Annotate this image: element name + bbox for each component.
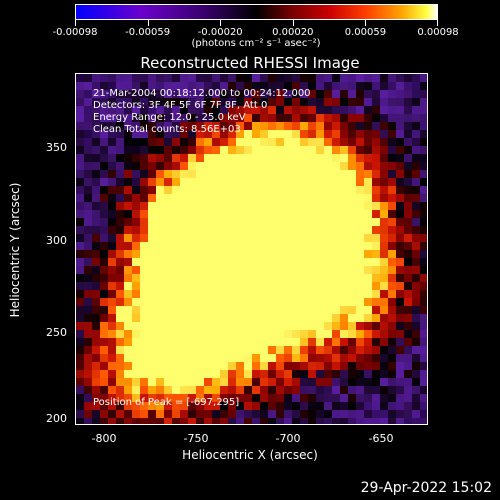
y-tick-350: 350 (46, 141, 67, 154)
colorbar (75, 4, 438, 20)
y-tick-200: 200 (46, 412, 67, 425)
heatmap (76, 74, 427, 424)
energy-range: Energy Range: 12.0 - 25.0 keV (93, 112, 246, 123)
rhessi-image (75, 73, 428, 425)
x-axis-label: Heliocentric X (arcsec) (182, 448, 318, 462)
detectors-info: Detectors: 3F 4F 5F 6F 7F 8F, Att 0 (93, 100, 268, 111)
colorbar-tick (437, 20, 438, 26)
time-range: 21-Mar-2004 00:18:12.000 to 00:24:12.000 (93, 88, 311, 99)
clean-counts: Clean Total counts: 8.56E+03 (93, 124, 241, 135)
y-tick-300: 300 (46, 234, 67, 247)
colorbar-tick (220, 20, 222, 26)
colorbar-tick (292, 20, 294, 26)
colorbar-tick-label: -0.00098 (52, 27, 98, 38)
timestamp: 29-Apr-2022 15:02 (360, 480, 492, 496)
colorbar-tick-label: 0.00059 (344, 27, 387, 38)
colorbar-tick (75, 20, 76, 26)
image-title: Reconstructed RHESSI Image (140, 54, 360, 72)
y-tick-250: 250 (46, 326, 67, 339)
x-tick-m700: -700 (275, 432, 301, 445)
x-tick-m650: -650 (368, 432, 394, 445)
colorbar-tick-label: 0.00098 (417, 27, 459, 38)
peak-position: Position of Peak = [-697,295] (93, 397, 240, 408)
colorbar-tick (365, 20, 367, 26)
colorbar-tick-label: -0.00059 (125, 27, 171, 38)
colorbar-tick-label: 0.00020 (272, 27, 314, 38)
x-tick-m800: -800 (91, 432, 117, 445)
colorbar-tick-label: -0.00020 (197, 27, 243, 38)
x-tick-m750: -750 (183, 432, 209, 445)
colorbar-tick (147, 20, 149, 26)
colorbar-unit: (photons cm⁻² s⁻¹ asec⁻²) (191, 38, 321, 49)
y-axis-label: Heliocentric Y (arcsec) (8, 182, 22, 318)
